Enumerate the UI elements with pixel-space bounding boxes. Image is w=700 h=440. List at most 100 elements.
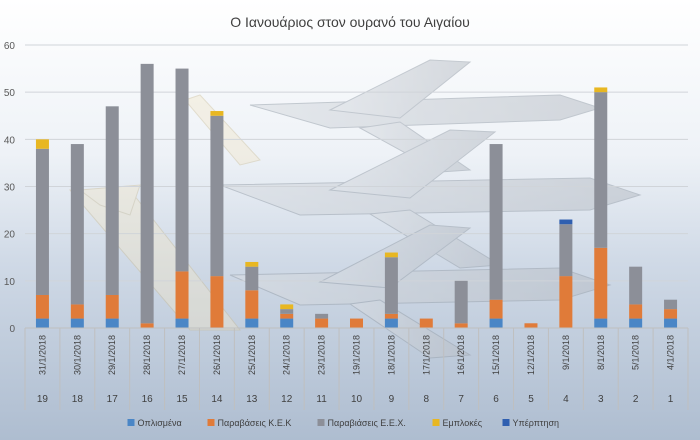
bar-segment bbox=[105, 318, 119, 328]
x-group-label: 18 bbox=[72, 394, 84, 405]
x-group-label: 19 bbox=[37, 394, 49, 405]
bar-segment bbox=[419, 318, 433, 328]
legend-swatch bbox=[432, 419, 440, 426]
y-tick-label: 30 bbox=[4, 183, 16, 194]
x-tick-label: 29/1/2018 bbox=[107, 335, 117, 375]
bar-segment bbox=[105, 106, 119, 295]
bar-segment bbox=[175, 318, 189, 328]
x-group-label: 2 bbox=[633, 394, 639, 405]
bar-segment bbox=[489, 144, 503, 300]
legend-swatch bbox=[502, 419, 510, 426]
x-tick-label: 17/1/2018 bbox=[421, 335, 431, 375]
bar-segment bbox=[280, 304, 294, 310]
x-group-label: 10 bbox=[351, 394, 363, 405]
bar-segment bbox=[140, 63, 154, 324]
bar-segment bbox=[629, 304, 643, 319]
bar-segment bbox=[629, 266, 643, 305]
bar-segment bbox=[524, 323, 538, 328]
x-group-label: 17 bbox=[107, 394, 119, 405]
x-group-label: 11 bbox=[316, 394, 327, 405]
chart-title: Ο Ιανουάριος στον ουρανό του Αιγαίου bbox=[230, 14, 470, 30]
bar-segment bbox=[315, 318, 329, 328]
bar-segment bbox=[664, 299, 678, 310]
legend-label: Παραβάσεις Κ.Ε.Κ bbox=[218, 418, 292, 428]
bar-segment bbox=[210, 115, 224, 277]
x-group-label: 6 bbox=[493, 394, 499, 405]
bar-segment bbox=[280, 309, 294, 314]
x-tick-label: 23/1/2018 bbox=[317, 335, 327, 375]
bar-segment bbox=[454, 323, 468, 328]
x-tick-label: 25/1/2018 bbox=[247, 335, 257, 375]
bar-segment bbox=[384, 313, 398, 319]
y-tick-label: 20 bbox=[4, 230, 16, 241]
x-group-label: 12 bbox=[281, 394, 293, 405]
bar-segment bbox=[210, 276, 224, 328]
legend-label: Οπλισμένα bbox=[138, 418, 182, 428]
x-group-label: 8 bbox=[424, 394, 430, 405]
legend-label: Παραβιάσεις Ε.Ε.Χ. bbox=[328, 418, 406, 428]
x-tick-label: 19/1/2018 bbox=[352, 335, 362, 375]
x-tick-label: 8/1/2018 bbox=[596, 335, 606, 370]
y-tick-label: 10 bbox=[4, 277, 16, 288]
legend-swatch bbox=[127, 419, 135, 426]
x-group-label: 5 bbox=[528, 394, 534, 405]
y-tick-label: 50 bbox=[4, 88, 16, 99]
bar-segment bbox=[384, 252, 398, 258]
y-tick-label: 40 bbox=[4, 135, 16, 146]
x-tick-label: 30/1/2018 bbox=[72, 335, 82, 375]
x-group-label: 14 bbox=[211, 394, 223, 405]
bar-segment bbox=[489, 299, 503, 319]
x-tick-label: 15/1/2018 bbox=[491, 335, 501, 375]
y-tick-label: 0 bbox=[9, 324, 15, 335]
bar-segment bbox=[175, 68, 189, 272]
bar-segment bbox=[559, 276, 573, 328]
x-group-label: 15 bbox=[176, 394, 188, 405]
bar-segment bbox=[35, 294, 49, 319]
bar-segment bbox=[629, 318, 643, 328]
y-tick-label: 60 bbox=[4, 41, 16, 52]
y-axis: 0 10 20 30 40 50 60 bbox=[4, 41, 16, 335]
bar-segment bbox=[489, 318, 503, 328]
bar-segment bbox=[315, 313, 329, 319]
bar-segment bbox=[384, 318, 398, 328]
bar-segment bbox=[70, 304, 84, 319]
bar-segment bbox=[664, 309, 678, 319]
bar-segment bbox=[594, 87, 608, 93]
bar-segment bbox=[35, 318, 49, 328]
bar-segment bbox=[140, 323, 154, 328]
bar-segment bbox=[210, 111, 224, 116]
bar-segment bbox=[105, 294, 119, 319]
x-tick-label: 24/1/2018 bbox=[282, 335, 292, 375]
x-group-label: 3 bbox=[598, 394, 604, 405]
bars bbox=[35, 63, 678, 328]
x-tick-label: 5/1/2018 bbox=[631, 335, 641, 370]
x-tick-label: 26/1/2018 bbox=[212, 335, 222, 375]
bar-segment bbox=[280, 313, 294, 319]
x-tick-label: 16/1/2018 bbox=[456, 335, 466, 375]
bar-segment bbox=[70, 144, 84, 305]
bar-segment bbox=[70, 318, 84, 328]
legend-swatch bbox=[207, 419, 215, 426]
legend-label: Εμπλοκές bbox=[443, 418, 483, 428]
x-tick-label: 9/1/2018 bbox=[561, 335, 571, 370]
x-tick-label: 28/1/2018 bbox=[142, 335, 152, 375]
x-tick-label: 18/1/2018 bbox=[386, 335, 396, 375]
bar-segment bbox=[175, 271, 189, 319]
bar-segment bbox=[559, 219, 573, 225]
bar-segment bbox=[245, 290, 259, 319]
bar-segment bbox=[280, 318, 294, 328]
bar-segment bbox=[559, 224, 573, 277]
x-tick-label: 4/1/2018 bbox=[666, 335, 676, 370]
bar-segment bbox=[594, 318, 608, 328]
x-group-label: 13 bbox=[246, 394, 258, 405]
bar-segment bbox=[384, 257, 398, 314]
x-group-label: 9 bbox=[389, 394, 395, 405]
bar-segment bbox=[245, 318, 259, 328]
legend-label: Υπέρπτηση bbox=[513, 418, 560, 428]
bar-segment bbox=[594, 247, 608, 319]
bar-segment bbox=[245, 261, 259, 267]
bar-segment bbox=[350, 318, 363, 328]
